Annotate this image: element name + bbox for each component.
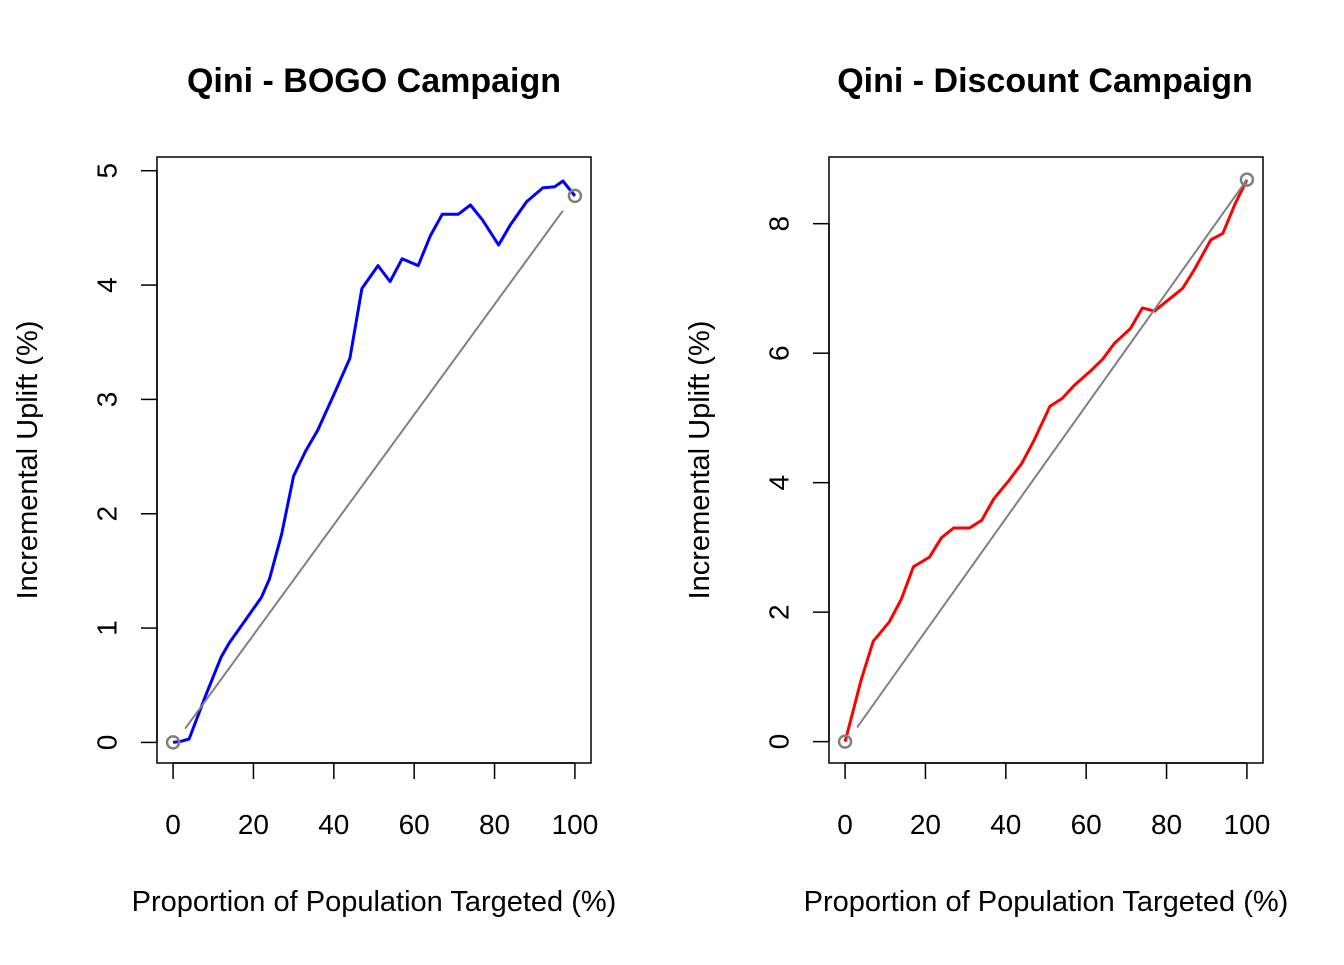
y-tick-label: 2 [91, 506, 122, 522]
x-tick-label: 80 [1151, 809, 1182, 840]
plot-frame [156, 156, 592, 764]
y-axis-label: Incremental Uplift (%) [684, 321, 716, 600]
x-axis: 0 20 40 60 80 100 [837, 762, 1271, 840]
x-tick-label: 60 [1071, 809, 1102, 840]
random-baseline-line [184, 210, 564, 730]
y-tick-label: 4 [91, 277, 122, 293]
x-tick-label: 80 [479, 809, 510, 840]
endpoint-marker [1239, 172, 1255, 187]
data-layer [165, 179, 583, 750]
x-tick-label: 0 [837, 809, 853, 840]
y-tick-label: 0 [763, 734, 794, 750]
chart-panel-bogo: Qini - BOGO Campaign 0 20 40 60 80 100 0 1 2 3 4 5… [12, 62, 616, 918]
y-tick-label: 8 [763, 216, 794, 232]
y-axis: 0 2 4 6 8 [763, 216, 830, 750]
qini-curve [172, 179, 577, 744]
y-tick-label: 2 [763, 604, 794, 620]
y-tick-label: 1 [91, 620, 122, 636]
y-axis: 0 1 2 3 4 5 [91, 163, 158, 751]
y-tick-label: 0 [91, 735, 122, 751]
x-tick-label: 40 [318, 809, 349, 840]
x-tick-label: 20 [910, 809, 941, 840]
x-axis: 0 20 40 60 80 100 [165, 762, 599, 840]
data-layer [837, 172, 1255, 749]
endpoint-marker [165, 735, 181, 750]
y-axis-label: Incremental Uplift (%) [12, 321, 44, 600]
chart-title: Qini - Discount Campaign [837, 62, 1253, 100]
y-tick-label: 4 [763, 475, 794, 491]
qini-curve [843, 179, 1249, 742]
x-axis-label: Proportion of Population Targeted (%) [804, 886, 1289, 918]
x-tick-label: 20 [238, 809, 269, 840]
chart-panel-discount: Qini - Discount Campaign 0 20 40 60 80 100 0 2… [684, 62, 1288, 918]
x-tick-label: 40 [990, 809, 1021, 840]
y-tick-label: 6 [763, 345, 794, 361]
x-axis-label: Proportion of Population Targeted (%) [132, 886, 617, 918]
x-tick-label: 0 [165, 809, 181, 840]
chart-title: Qini - BOGO Campaign [187, 62, 561, 100]
x-tick-label: 100 [1224, 809, 1271, 840]
x-tick-label: 60 [399, 809, 430, 840]
y-tick-label: 5 [91, 163, 122, 179]
endpoint-marker [837, 734, 853, 749]
y-tick-label: 3 [91, 392, 122, 408]
random-baseline-line [856, 179, 1248, 728]
endpoint-marker [567, 188, 583, 204]
x-tick-label: 100 [552, 809, 599, 840]
